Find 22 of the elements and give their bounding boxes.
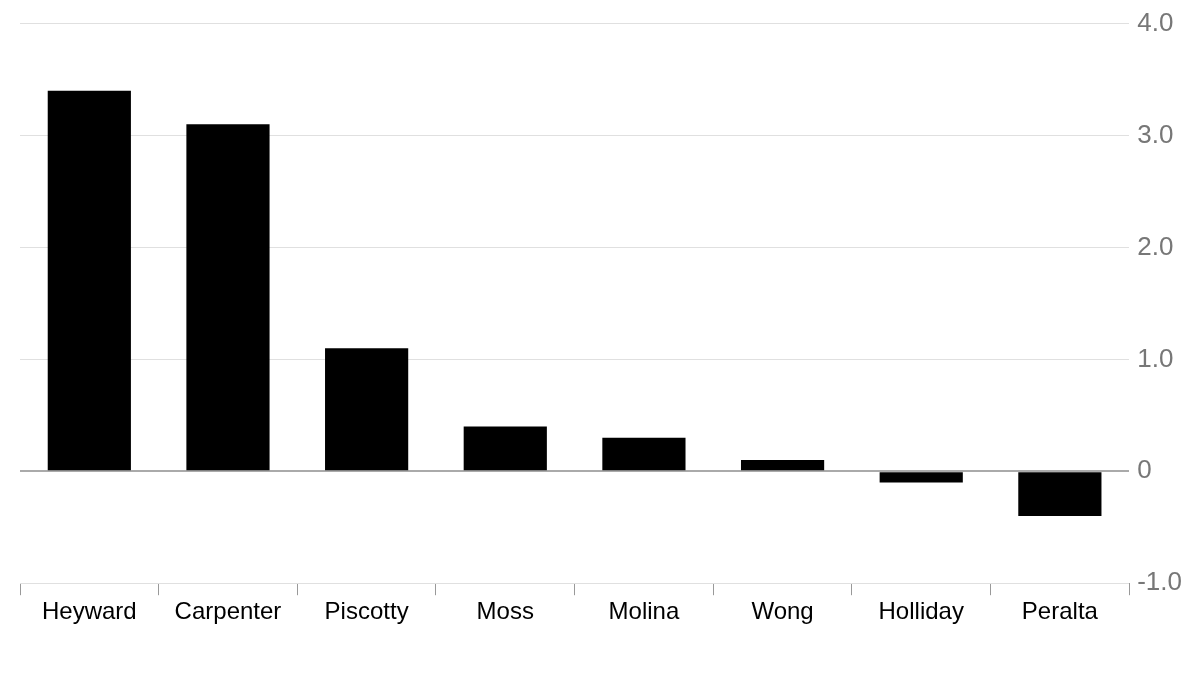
y-tick-label: 0 — [1137, 454, 1152, 485]
bar — [325, 348, 409, 471]
y-tick-label: 1.0 — [1137, 342, 1174, 373]
x-tick-label: Moss — [476, 597, 534, 625]
y-tick-label: 4.0 — [1137, 6, 1174, 37]
x-tick-label: Peralta — [1021, 597, 1099, 625]
bar — [602, 437, 686, 471]
bar — [1018, 472, 1102, 517]
bar — [47, 90, 131, 471]
bar — [879, 472, 963, 483]
x-tick-label: Holliday — [878, 597, 964, 625]
bar — [463, 426, 547, 471]
y-tick-label: 3.0 — [1137, 118, 1174, 149]
x-tick-label: Molina — [608, 597, 680, 625]
x-tick-label: Piscotty — [324, 597, 409, 625]
bar — [186, 124, 270, 471]
y-tick-label: -1.0 — [1137, 566, 1183, 597]
bar — [740, 460, 825, 471]
x-tick-label: Carpenter — [174, 597, 282, 625]
y-tick-label: 2.0 — [1137, 230, 1174, 261]
x-tick-label: Wong — [751, 597, 814, 625]
x-tick-label: Heyward — [41, 597, 137, 625]
